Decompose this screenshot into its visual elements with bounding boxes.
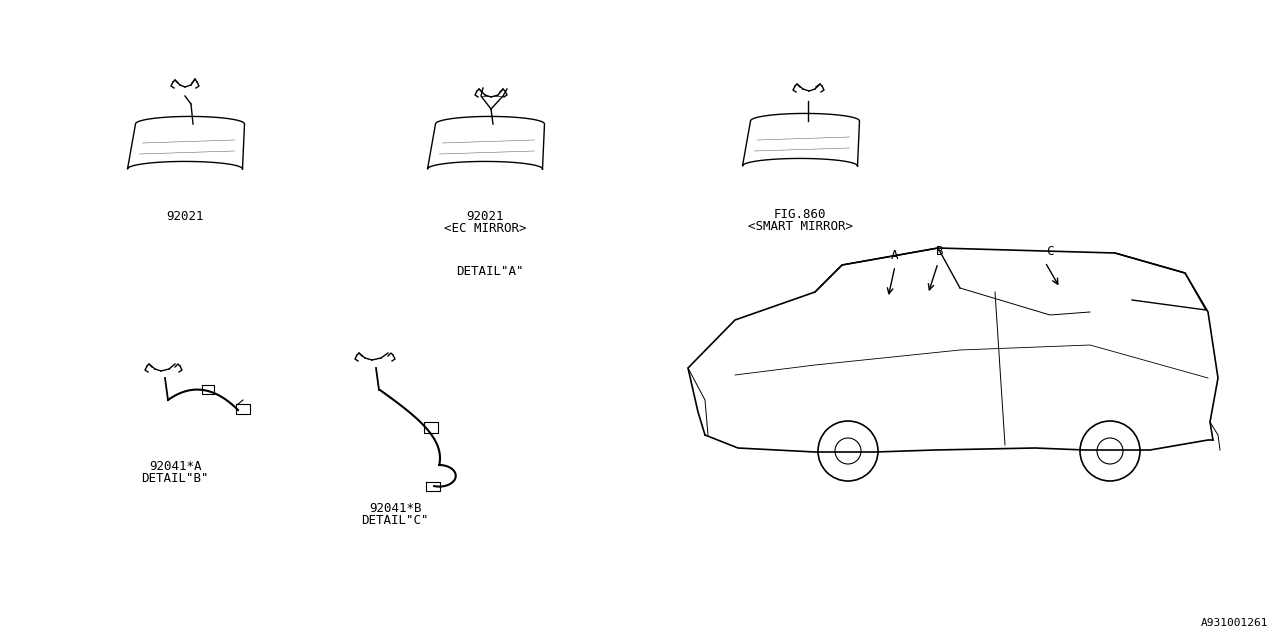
Text: 92041*A: 92041*A — [148, 460, 201, 473]
Text: A931001261: A931001261 — [1201, 618, 1268, 628]
Text: DETAIL"B": DETAIL"B" — [141, 472, 209, 485]
Text: DETAIL"C": DETAIL"C" — [361, 514, 429, 527]
Text: 92021: 92021 — [166, 210, 204, 223]
Text: <EC MIRROR>: <EC MIRROR> — [444, 222, 526, 235]
Text: A: A — [891, 249, 899, 262]
Text: 92041*B: 92041*B — [369, 502, 421, 515]
Text: B: B — [936, 245, 943, 258]
Text: FIG.860: FIG.860 — [773, 208, 827, 221]
Text: DETAIL"A": DETAIL"A" — [456, 265, 524, 278]
Text: C: C — [1046, 245, 1053, 258]
Text: 92021: 92021 — [466, 210, 504, 223]
Text: <SMART MIRROR>: <SMART MIRROR> — [748, 220, 852, 233]
